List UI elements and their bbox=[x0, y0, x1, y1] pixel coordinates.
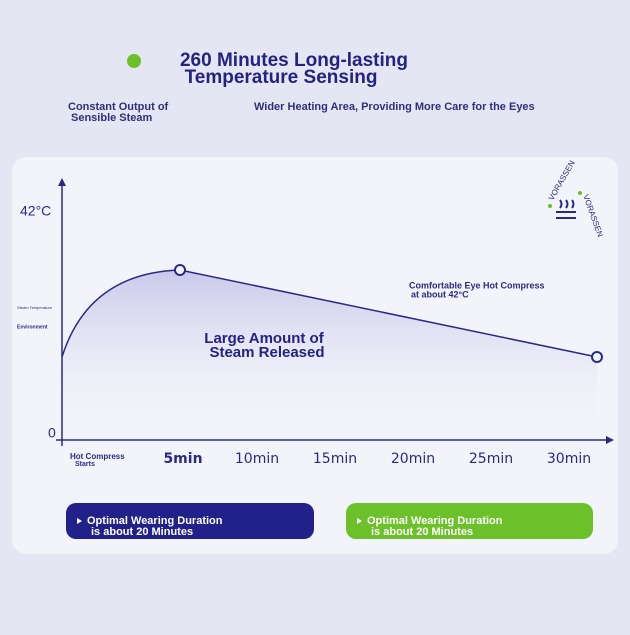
duration-button bbox=[346, 503, 593, 539]
x-arrow bbox=[606, 436, 614, 444]
x-start-label: Starts bbox=[75, 461, 95, 468]
x-label: 25min bbox=[469, 451, 513, 467]
curve bbox=[61, 269, 598, 358]
title-line: 260 Minutes Long-lasting bbox=[180, 50, 408, 71]
logo-dot bbox=[548, 204, 552, 208]
play-icon bbox=[357, 518, 362, 524]
button-text: is about 20 Minutes bbox=[91, 526, 193, 538]
x-label: 5min bbox=[163, 451, 202, 467]
duration-button bbox=[66, 503, 314, 539]
y-label: 0 bbox=[48, 425, 56, 441]
logo-icon bbox=[556, 199, 576, 219]
bullet-dot bbox=[127, 54, 141, 68]
y-side-note: Environment bbox=[17, 324, 48, 330]
annotation: at about 42°C bbox=[411, 289, 469, 299]
title-line: Temperature Sensing bbox=[185, 67, 378, 88]
x-label: 30min bbox=[547, 451, 591, 467]
annotation: Large Amount of bbox=[204, 330, 324, 347]
x-label: 20min bbox=[391, 451, 435, 467]
button-text: Optimal Wearing Duration bbox=[367, 515, 503, 527]
y-side-note: Steam Temperature bbox=[17, 305, 53, 310]
y-label: 42°C bbox=[20, 203, 51, 219]
x-start-label: Hot Compress bbox=[70, 452, 125, 461]
left-caption: Constant Output of bbox=[68, 101, 169, 113]
x-labels: 5min 10min 15min 20min 25min 30min bbox=[163, 451, 591, 467]
right-caption: Wider Heating Area, Providing More Care … bbox=[254, 101, 535, 113]
curve-point bbox=[174, 264, 186, 276]
y-arrow bbox=[58, 178, 66, 186]
button-text: Optimal Wearing Duration bbox=[87, 515, 223, 527]
left-caption: Sensible Steam bbox=[71, 112, 153, 124]
curve-point bbox=[591, 351, 603, 363]
annotation: Steam Released bbox=[209, 344, 324, 361]
curve-fill bbox=[62, 270, 597, 440]
x-label: 10min bbox=[235, 451, 279, 467]
play-icon bbox=[77, 518, 82, 524]
logo-dot bbox=[578, 191, 582, 195]
x-label: 15min bbox=[313, 451, 357, 467]
button-text: is about 20 Minutes bbox=[371, 526, 473, 538]
annotation: Comfortable Eye Hot Compress bbox=[409, 280, 545, 290]
